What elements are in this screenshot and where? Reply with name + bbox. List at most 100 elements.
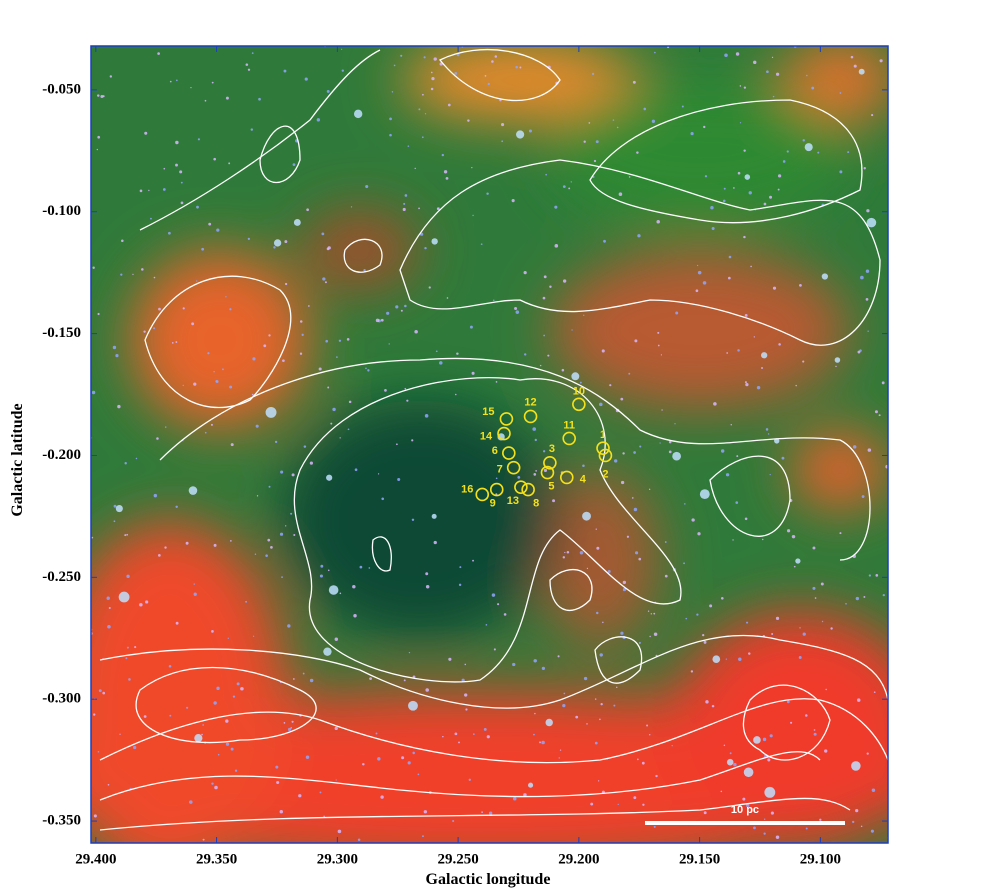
star [458, 741, 460, 744]
star [528, 129, 532, 133]
star [802, 360, 805, 363]
star [744, 381, 747, 384]
star [194, 733, 203, 743]
star [824, 749, 828, 753]
star [637, 234, 641, 238]
star [406, 399, 409, 402]
star [365, 367, 367, 370]
star [193, 583, 195, 585]
star [656, 220, 660, 224]
star [575, 715, 579, 719]
star [860, 275, 864, 280]
star [417, 773, 420, 776]
star [389, 133, 392, 137]
star [564, 551, 566, 554]
star [213, 701, 217, 705]
star [654, 51, 656, 54]
star [236, 682, 240, 686]
source-marker [497, 426, 511, 441]
star [222, 368, 224, 371]
star [790, 721, 793, 724]
star [638, 641, 641, 644]
star [856, 698, 861, 702]
star [216, 686, 220, 691]
star [690, 131, 694, 136]
star [524, 353, 527, 356]
star [217, 753, 220, 756]
star [268, 334, 271, 337]
star [881, 381, 885, 385]
star [447, 103, 451, 107]
star [512, 662, 516, 667]
star [852, 445, 857, 449]
star [586, 567, 589, 570]
source-marker [543, 455, 557, 470]
star [115, 505, 123, 513]
star [162, 188, 166, 191]
star [346, 338, 350, 341]
star [112, 345, 117, 350]
star [491, 593, 496, 597]
star [863, 167, 866, 170]
star [748, 652, 751, 655]
star [653, 632, 658, 636]
star [144, 131, 148, 135]
source-label: 6 [492, 445, 498, 457]
star [503, 613, 507, 616]
star [126, 533, 129, 536]
star [599, 402, 603, 407]
star [723, 187, 726, 190]
source-marker [598, 448, 613, 463]
star [542, 450, 546, 453]
star [742, 797, 746, 801]
star [255, 424, 259, 428]
star [737, 171, 741, 175]
star [882, 594, 885, 597]
star [703, 640, 707, 644]
star [175, 163, 178, 167]
star [618, 192, 623, 196]
star [287, 727, 292, 732]
star [397, 477, 401, 482]
star [761, 352, 768, 359]
star [871, 788, 876, 793]
star [404, 194, 408, 197]
star [554, 244, 559, 248]
star [393, 64, 396, 67]
star [357, 838, 361, 841]
star [703, 125, 706, 129]
star [695, 289, 699, 293]
star [582, 464, 585, 468]
star [878, 414, 881, 417]
star [158, 554, 161, 557]
source-label: 4 [580, 473, 587, 485]
star [650, 613, 652, 615]
star [425, 688, 429, 692]
star [633, 796, 637, 800]
star [517, 476, 521, 479]
star [501, 123, 505, 127]
star [725, 473, 730, 477]
star [334, 637, 339, 641]
star [109, 75, 113, 78]
star [328, 585, 339, 595]
star [464, 693, 468, 697]
star [594, 698, 597, 700]
star [835, 365, 837, 368]
star [713, 402, 717, 406]
star [559, 749, 562, 751]
star [459, 566, 462, 569]
star [369, 677, 372, 681]
star [316, 118, 321, 122]
star [617, 803, 619, 806]
star [562, 279, 567, 283]
star [681, 105, 684, 108]
star [495, 381, 498, 383]
star [672, 451, 681, 461]
star [247, 68, 251, 71]
star [321, 232, 325, 236]
star [873, 691, 876, 693]
star [607, 570, 611, 574]
star [519, 66, 522, 69]
star [268, 485, 271, 488]
